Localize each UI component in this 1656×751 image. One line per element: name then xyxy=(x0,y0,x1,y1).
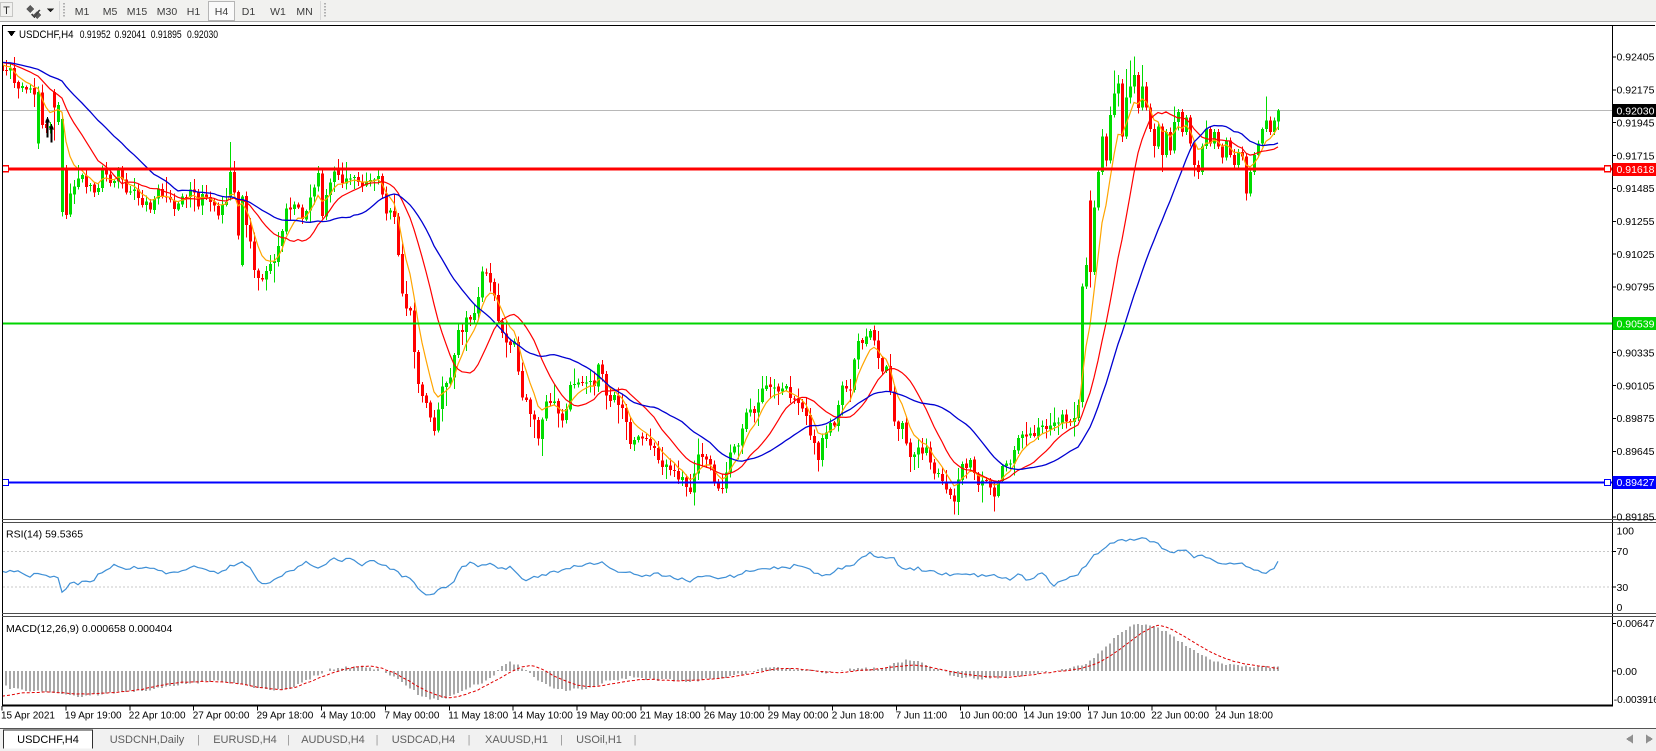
svg-text:14 May 10:00: 14 May 10:00 xyxy=(512,710,573,721)
svg-text:USDCHF,H4: USDCHF,H4 xyxy=(17,734,79,746)
svg-text:|: | xyxy=(560,734,563,746)
svg-text:24 Jun 18:00: 24 Jun 18:00 xyxy=(1215,710,1273,721)
svg-text:0.90539: 0.90539 xyxy=(1617,318,1655,330)
svg-text:0.89185: 0.89185 xyxy=(1617,512,1655,524)
svg-text:|: | xyxy=(634,734,637,746)
svg-text:14 Jun 19:00: 14 Jun 19:00 xyxy=(1023,710,1081,721)
svg-text:4 May 10:00: 4 May 10:00 xyxy=(321,710,376,721)
svg-text:M15: M15 xyxy=(127,6,148,18)
svg-text:0.91025: 0.91025 xyxy=(1617,249,1655,261)
svg-text:0.91255: 0.91255 xyxy=(1617,216,1655,228)
svg-text:2 Jun 18:00: 2 Jun 18:00 xyxy=(832,710,885,721)
svg-text:26 May 10:00: 26 May 10:00 xyxy=(704,710,765,721)
svg-text:T: T xyxy=(3,5,10,17)
svg-text:70: 70 xyxy=(1617,546,1629,558)
svg-text:19 May 00:00: 19 May 00:00 xyxy=(576,710,637,721)
svg-text:MACD(12,26,9) 0.000658 0.00040: MACD(12,26,9) 0.000658 0.000404 xyxy=(6,623,173,635)
svg-text:0.89875: 0.89875 xyxy=(1617,413,1655,425)
svg-text:0: 0 xyxy=(1617,602,1623,614)
svg-text:15 Apr 2021: 15 Apr 2021 xyxy=(1,710,55,721)
svg-text:0.90105: 0.90105 xyxy=(1617,380,1655,392)
svg-text:29 May 00:00: 29 May 00:00 xyxy=(768,710,829,721)
svg-text:0.92405: 0.92405 xyxy=(1617,52,1655,64)
svg-text:22 Jun 00:00: 22 Jun 00:00 xyxy=(1151,710,1209,721)
svg-text:MN: MN xyxy=(296,6,312,18)
svg-text:0.92175: 0.92175 xyxy=(1617,85,1655,97)
svg-text:|: | xyxy=(197,734,200,746)
svg-text:0.92030: 0.92030 xyxy=(187,29,218,41)
svg-text:USOil,H1: USOil,H1 xyxy=(576,734,622,746)
svg-text:USDCNH,Daily: USDCNH,Daily xyxy=(110,734,185,746)
svg-text:M30: M30 xyxy=(157,6,178,18)
svg-text:10 Jun 00:00: 10 Jun 00:00 xyxy=(960,710,1018,721)
svg-text:7 May 00:00: 7 May 00:00 xyxy=(384,710,439,721)
svg-text:100: 100 xyxy=(1617,526,1635,538)
svg-text:-0.003916: -0.003916 xyxy=(1614,695,1656,706)
svg-text:USDCHF,H4: USDCHF,H4 xyxy=(19,29,74,41)
svg-text:0.91952: 0.91952 xyxy=(80,29,111,41)
svg-text:M1: M1 xyxy=(75,6,90,18)
svg-text:0.89645: 0.89645 xyxy=(1617,446,1655,458)
svg-text:0.89427: 0.89427 xyxy=(1617,477,1655,489)
svg-text:27 Apr 00:00: 27 Apr 00:00 xyxy=(193,710,250,721)
svg-text:|: | xyxy=(376,734,379,746)
svg-text:0.90335: 0.90335 xyxy=(1617,347,1655,359)
svg-text:0.91945: 0.91945 xyxy=(1617,117,1655,129)
svg-text:W1: W1 xyxy=(270,6,286,18)
svg-text:0.92030: 0.92030 xyxy=(1617,105,1655,117)
svg-text:USDCAD,H4: USDCAD,H4 xyxy=(392,734,456,746)
svg-text:29 Apr 18:00: 29 Apr 18:00 xyxy=(257,710,314,721)
svg-text:H4: H4 xyxy=(215,6,229,18)
svg-text:M5: M5 xyxy=(103,6,118,18)
svg-text:0.91485: 0.91485 xyxy=(1617,183,1655,195)
svg-text:XAUUSD,H1: XAUUSD,H1 xyxy=(485,734,548,746)
svg-text:RSI(14) 59.5365: RSI(14) 59.5365 xyxy=(6,529,83,541)
svg-text:0.91715: 0.91715 xyxy=(1617,150,1655,162)
svg-text:AUDUSD,H4: AUDUSD,H4 xyxy=(301,734,365,746)
svg-text:21 May 18:00: 21 May 18:00 xyxy=(640,710,701,721)
svg-text:17 Jun 10:00: 17 Jun 10:00 xyxy=(1087,710,1145,721)
svg-text:0.91895: 0.91895 xyxy=(151,29,182,41)
svg-text:|: | xyxy=(468,734,471,746)
svg-text:EURUSD,H4: EURUSD,H4 xyxy=(213,734,277,746)
svg-text:0.00: 0.00 xyxy=(1617,666,1638,678)
svg-text:19 Apr 19:00: 19 Apr 19:00 xyxy=(65,710,122,721)
svg-text:30: 30 xyxy=(1617,582,1629,594)
svg-text:0.00647: 0.00647 xyxy=(1617,618,1655,630)
svg-text:22 Apr 10:00: 22 Apr 10:00 xyxy=(129,710,186,721)
svg-text:0.90795: 0.90795 xyxy=(1617,282,1655,294)
svg-text:11 May 18:00: 11 May 18:00 xyxy=(448,710,508,721)
svg-text:0.92041: 0.92041 xyxy=(115,29,147,41)
svg-text:|: | xyxy=(287,734,290,746)
svg-text:D1: D1 xyxy=(242,6,256,18)
svg-text:H1: H1 xyxy=(187,6,201,18)
svg-text:0.91618: 0.91618 xyxy=(1617,164,1655,176)
svg-text:7 Jun 11:00: 7 Jun 11:00 xyxy=(896,710,948,721)
